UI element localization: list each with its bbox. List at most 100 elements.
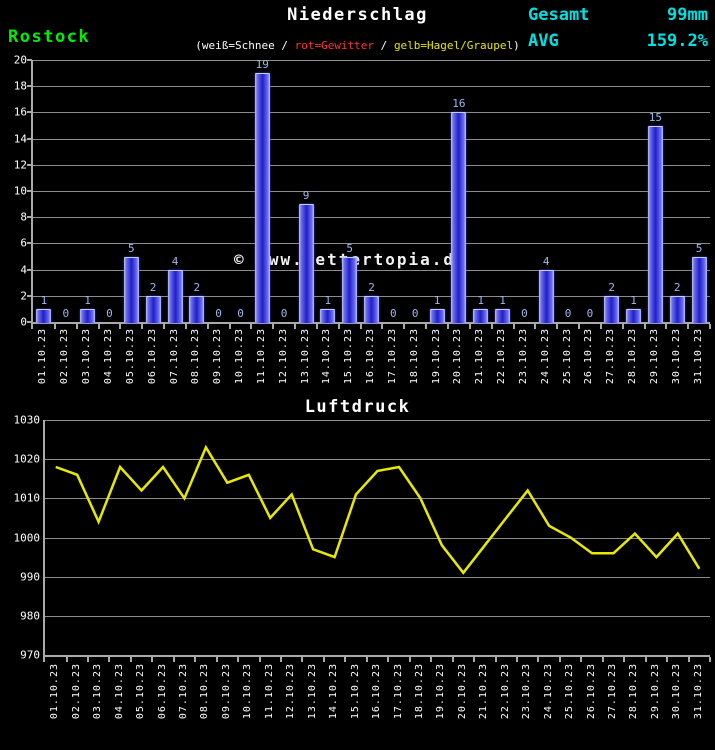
x-axis-tick (172, 657, 175, 662)
precip-bar (298, 204, 314, 323)
gridline (33, 269, 710, 271)
gesamt-label: Gesamt (528, 5, 590, 25)
x-axis-line (43, 655, 710, 657)
precip-bar (145, 295, 161, 323)
precip-bar (691, 256, 707, 323)
y-axis-tick (27, 242, 32, 245)
x-axis-tick (534, 324, 537, 329)
x-axis-date-label: 24.10.23 (542, 663, 554, 720)
bar-value-label: 16 (452, 97, 466, 111)
x-axis-tick (601, 657, 604, 662)
precip-bar (538, 269, 554, 323)
x-axis-tick (86, 657, 89, 662)
x-axis-tick (430, 657, 433, 662)
x-axis-tick (494, 657, 497, 662)
bar-value-label: 0 (586, 307, 594, 320)
x-axis-tick (280, 657, 282, 662)
x-axis-tick (666, 657, 669, 662)
precip-bar (495, 308, 510, 323)
bar-value-label: 0 (564, 307, 572, 320)
bar-value-label: 1 (324, 293, 332, 307)
y-axis-label: 1000 (13, 531, 41, 544)
x-axis-date-label: 08.10.23 (199, 663, 211, 720)
x-axis-tick (250, 324, 253, 329)
bar-value-label: 9 (302, 189, 310, 203)
precip-bar (80, 308, 96, 323)
x-axis-tick (184, 324, 187, 329)
y-axis-label: 4 (20, 263, 27, 277)
bar-value-label: 1 (630, 293, 637, 307)
bar-value-label: 0 (237, 307, 244, 320)
y-axis-label: 990 (20, 570, 40, 584)
x-axis-tick (408, 657, 411, 662)
station-name: Rostock (8, 27, 91, 47)
precipitation-bar-chart: 0 2 4 6 8 10 12 14 16 18 20 1 0 1 0 5 2 4 2 0 0 19 0 9 1 5 2 0 0 1 16 1… (13, 54, 711, 384)
gridline (45, 420, 710, 421)
precip-bar (473, 308, 489, 323)
legend-part: ) (513, 39, 520, 52)
x-axis-tick (537, 657, 540, 662)
gridline (33, 217, 710, 219)
x-axis-tick (687, 657, 690, 662)
bar-value-label: 0 (62, 307, 70, 320)
x-axis-tick (228, 324, 231, 329)
x-axis-tick (75, 324, 78, 329)
avg-row: AVG 159.2% (528, 31, 708, 51)
y-axis-label: 970 (20, 648, 40, 662)
y-axis-tick (27, 216, 32, 219)
precip-chart-title: Niederschlag (287, 5, 428, 25)
x-axis-date-label: 03.10.23 (92, 663, 104, 720)
legend-part: gelb=Hagel/Graupel (393, 39, 514, 52)
legend-part: (weiß=Schnee (195, 39, 275, 52)
bar-value-label: 1 (499, 293, 506, 307)
y-axis-label: 10 (13, 184, 27, 198)
bar-value-label: 15 (648, 110, 663, 124)
y-axis-label: 1020 (13, 452, 41, 466)
y-axis-tick (27, 85, 32, 88)
pressure-line (55, 444, 701, 575)
precip-bar (36, 308, 52, 323)
avg-label: AVG (528, 31, 559, 51)
x-axis-tick (621, 324, 624, 329)
y-axis-line (43, 420, 45, 662)
y-axis-label: 6 (20, 236, 27, 250)
x-axis-date-label: 14.10.23 (328, 663, 340, 720)
x-axis-date-label: 05.10.23 (135, 663, 146, 720)
y-axis-label: 16 (13, 105, 27, 119)
x-axis-tick (644, 657, 647, 662)
x-axis-tick (381, 324, 384, 329)
x-axis-date-label: 02.10.23 (70, 663, 82, 720)
x-axis-tick (151, 657, 154, 662)
precip-bar (647, 125, 663, 323)
bar-value-label: 2 (368, 280, 375, 294)
x-axis-tick (97, 324, 100, 329)
x-axis-date-label: 06.10.23 (156, 663, 168, 720)
precip-bar (167, 269, 183, 323)
precip-bar (320, 308, 336, 323)
bar-value-label: 1 (477, 293, 484, 307)
x-axis-tick (215, 657, 218, 662)
x-axis-tick (425, 324, 428, 329)
x-axis-date-label: 17.10.23 (392, 663, 404, 720)
precip-legend: (weiß=Schnee / rot=Gewitter / gelb=Hagel… (0, 39, 715, 52)
x-axis-date-label: 11.10.23 (263, 663, 275, 720)
y-axis-tick (27, 321, 32, 323)
y-axis-tick (27, 111, 32, 114)
x-axis-tick (315, 324, 318, 329)
precip-stats: Gesamt 99mm AVG 159.2% (528, 5, 708, 57)
bar-value-label: 0 (411, 307, 419, 320)
x-axis-tick (403, 324, 406, 329)
precip-bar (342, 256, 358, 323)
bar-value-label: 1 (84, 293, 91, 307)
x-axis-tick (451, 657, 454, 662)
x-axis-date-label: 20.10.23 (456, 663, 468, 720)
x-axis-date-label: 28.10.23 (628, 663, 640, 720)
pressure-chart-title: Luftdruck (304, 397, 411, 417)
x-axis-tick (580, 657, 583, 662)
precip-bar (604, 295, 620, 323)
x-axis-date-label: 16.10.23 (371, 663, 382, 720)
precip-bar (364, 295, 379, 323)
x-axis-date-label: 01.10.23 (49, 663, 61, 720)
